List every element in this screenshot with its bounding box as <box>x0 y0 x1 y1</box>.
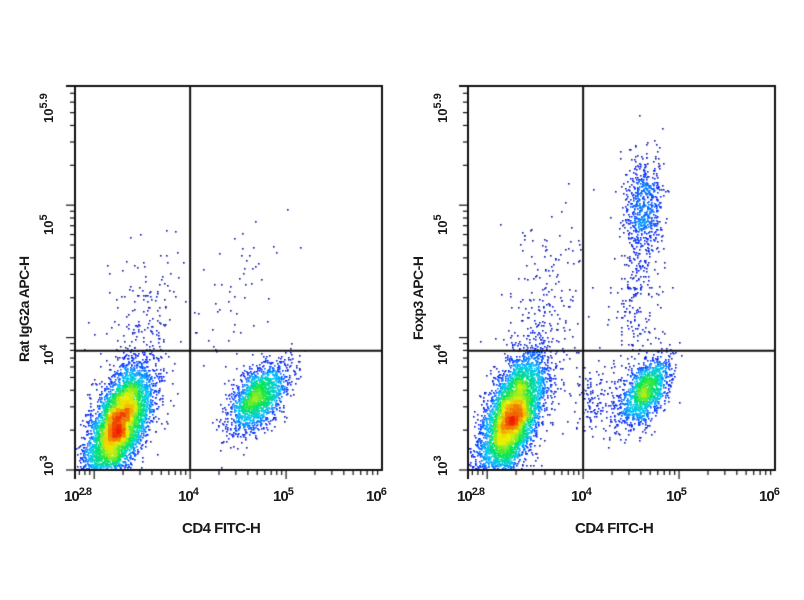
x-tick-5: 105 <box>666 486 687 505</box>
x-tick-6: 106 <box>366 486 387 505</box>
x-tick-4: 104 <box>178 486 199 505</box>
plot-panel-isotype: Rat IgG2a APC-H CD4 FITC-H 105.9 105 104… <box>0 0 402 600</box>
x-tick-2-8: 102.8 <box>64 486 92 505</box>
y-tick-4: 104 <box>432 344 450 365</box>
y-tick-4: 104 <box>38 344 56 365</box>
y-axis-label: Rat IgG2a APC-H <box>16 256 32 362</box>
y-tick-3: 103 <box>38 455 56 476</box>
y-tick-3: 103 <box>432 455 450 476</box>
y-tick-5-9: 105.9 <box>432 93 450 123</box>
density-plot-isotype <box>0 0 402 600</box>
x-tick-4: 104 <box>571 486 592 505</box>
density-plot-foxp3 <box>393 0 795 600</box>
x-axis-label: CD4 FITC-H <box>182 520 261 537</box>
plot-panel-foxp3: Foxp3 APC-H CD4 FITC-H 105.9 105 104 103… <box>393 0 795 600</box>
y-tick-5-9: 105.9 <box>38 93 56 123</box>
y-tick-5: 105 <box>432 214 450 235</box>
y-tick-5: 105 <box>38 214 56 235</box>
x-tick-2-8: 102.8 <box>457 486 485 505</box>
x-tick-5: 105 <box>273 486 294 505</box>
x-tick-6: 106 <box>759 486 780 505</box>
x-axis-label: CD4 FITC-H <box>575 520 654 537</box>
y-axis-label: Foxp3 APC-H <box>410 256 426 340</box>
